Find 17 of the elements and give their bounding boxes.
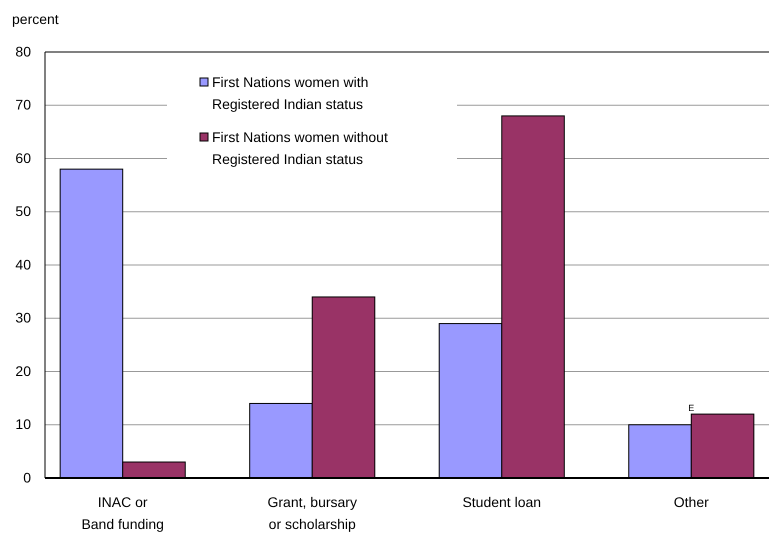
y-tick-label: 10 <box>15 416 32 432</box>
y-tick-label: 30 <box>15 310 32 326</box>
legend-label: First Nations women with Registered Indian status <box>212 74 368 112</box>
y-tick-label: 60 <box>15 150 32 166</box>
legend-label: First Nations women without Registered Indian status <box>212 129 388 167</box>
x-tick-label: Student loan <box>462 494 542 510</box>
y-tick-label: 0 <box>23 469 32 486</box>
y-tick-label: 20 <box>15 362 32 379</box>
y-tick-label: 80 <box>15 43 32 60</box>
y-axis-title: percent <box>12 11 59 27</box>
annotation: E <box>688 403 694 414</box>
x-tick-label: Other <box>674 494 710 510</box>
y-tick-label: 50 <box>15 203 32 220</box>
y-tick-label: 40 <box>15 256 32 272</box>
y-tick-label: 70 <box>15 96 32 113</box>
x-tick-label: INAC or Band funding <box>81 494 164 532</box>
x-tick-label: Grant, bursary or scholarship <box>267 494 357 532</box>
